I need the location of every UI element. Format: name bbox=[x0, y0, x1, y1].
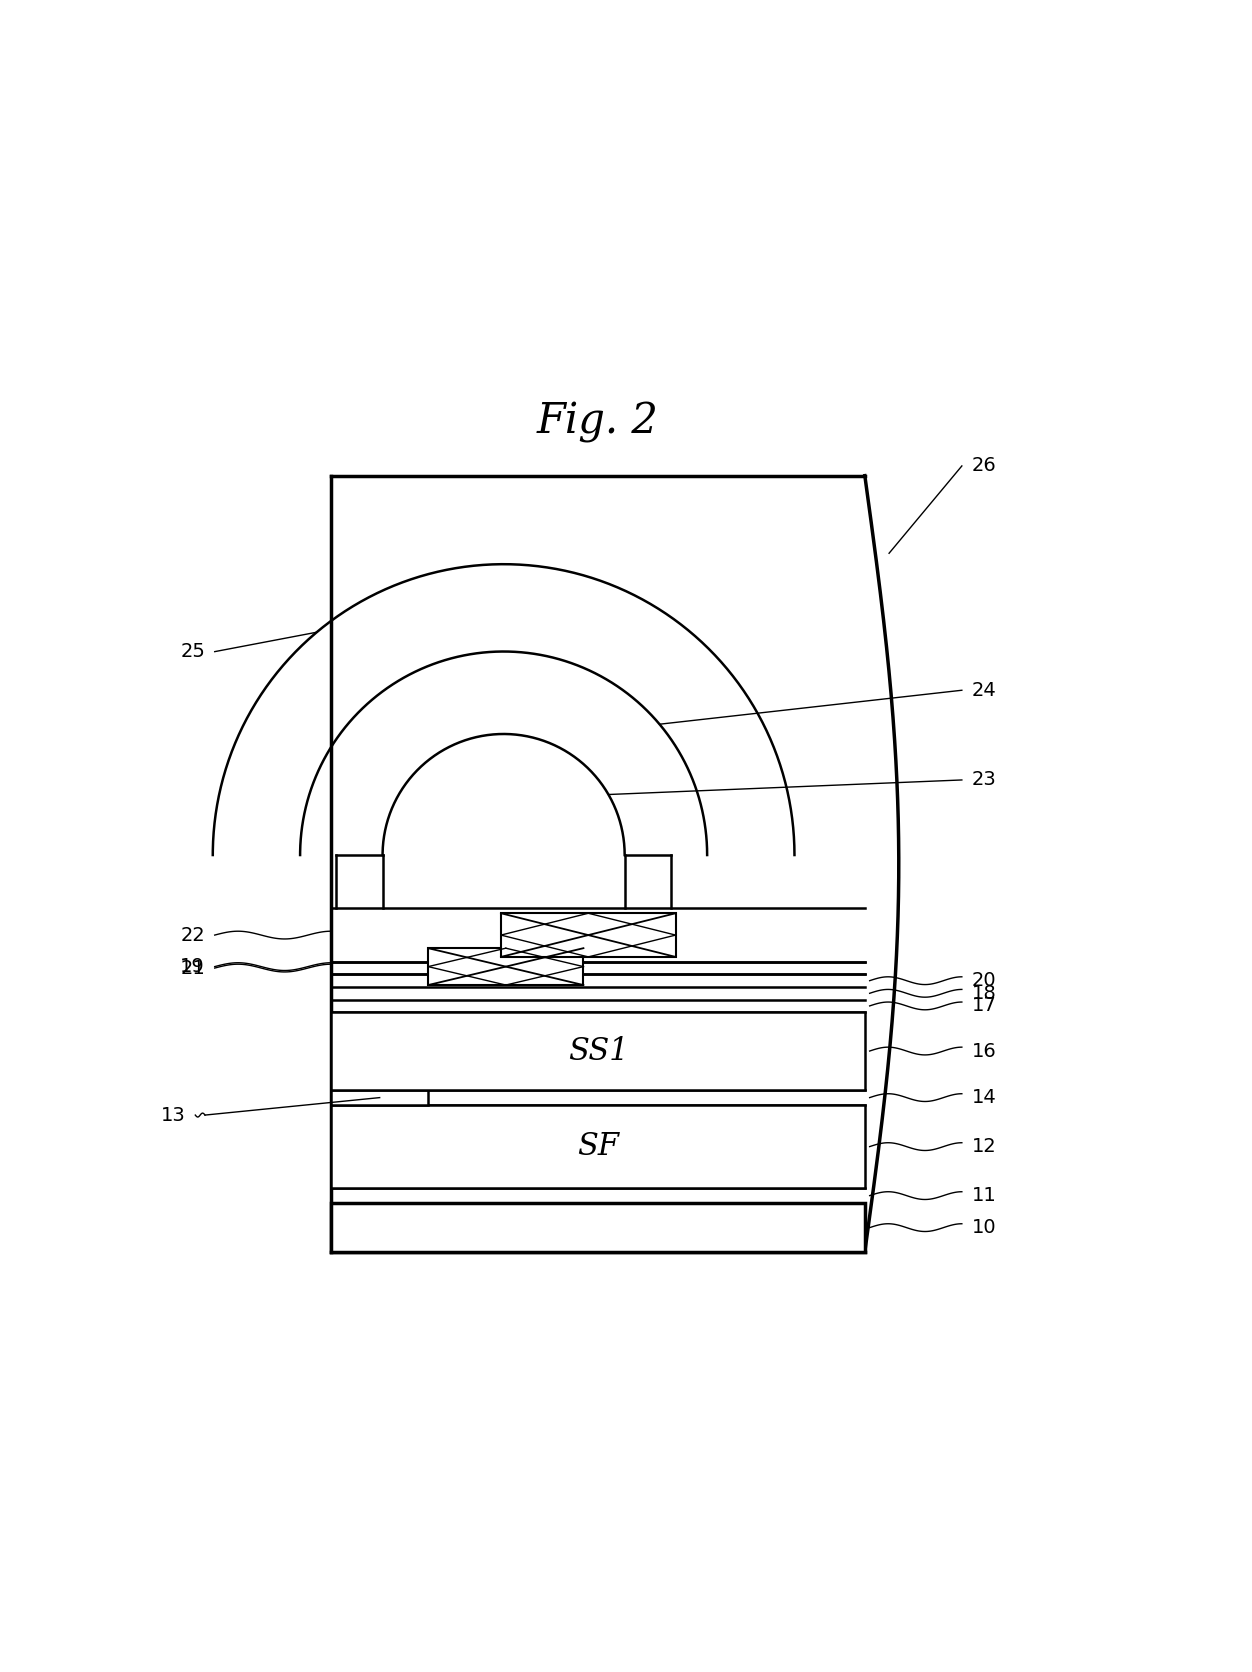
Bar bbox=[331, 1090, 428, 1105]
Text: SS1: SS1 bbox=[567, 1035, 629, 1067]
Text: 13: 13 bbox=[160, 1105, 185, 1125]
Text: 23: 23 bbox=[972, 771, 997, 789]
Text: 17: 17 bbox=[972, 997, 997, 1015]
Text: 10: 10 bbox=[972, 1219, 997, 1237]
Text: 21: 21 bbox=[180, 958, 205, 978]
Text: Fig. 2: Fig. 2 bbox=[537, 401, 659, 443]
Text: 12: 12 bbox=[972, 1137, 997, 1155]
Text: 11: 11 bbox=[972, 1185, 997, 1206]
Text: 20: 20 bbox=[972, 971, 997, 990]
Text: 19: 19 bbox=[180, 956, 205, 976]
Text: 14: 14 bbox=[972, 1088, 997, 1107]
Text: 24: 24 bbox=[972, 681, 997, 701]
Text: 18: 18 bbox=[972, 983, 997, 1003]
Bar bbox=[331, 1012, 865, 1090]
Bar bbox=[501, 913, 676, 956]
Text: 16: 16 bbox=[972, 1042, 997, 1060]
Bar bbox=[331, 1204, 865, 1252]
Text: 22: 22 bbox=[180, 926, 205, 945]
Text: 25: 25 bbox=[180, 642, 205, 660]
Text: SF: SF bbox=[577, 1132, 618, 1162]
Text: 26: 26 bbox=[972, 456, 997, 475]
Bar bbox=[331, 1105, 865, 1187]
Bar bbox=[428, 948, 583, 985]
